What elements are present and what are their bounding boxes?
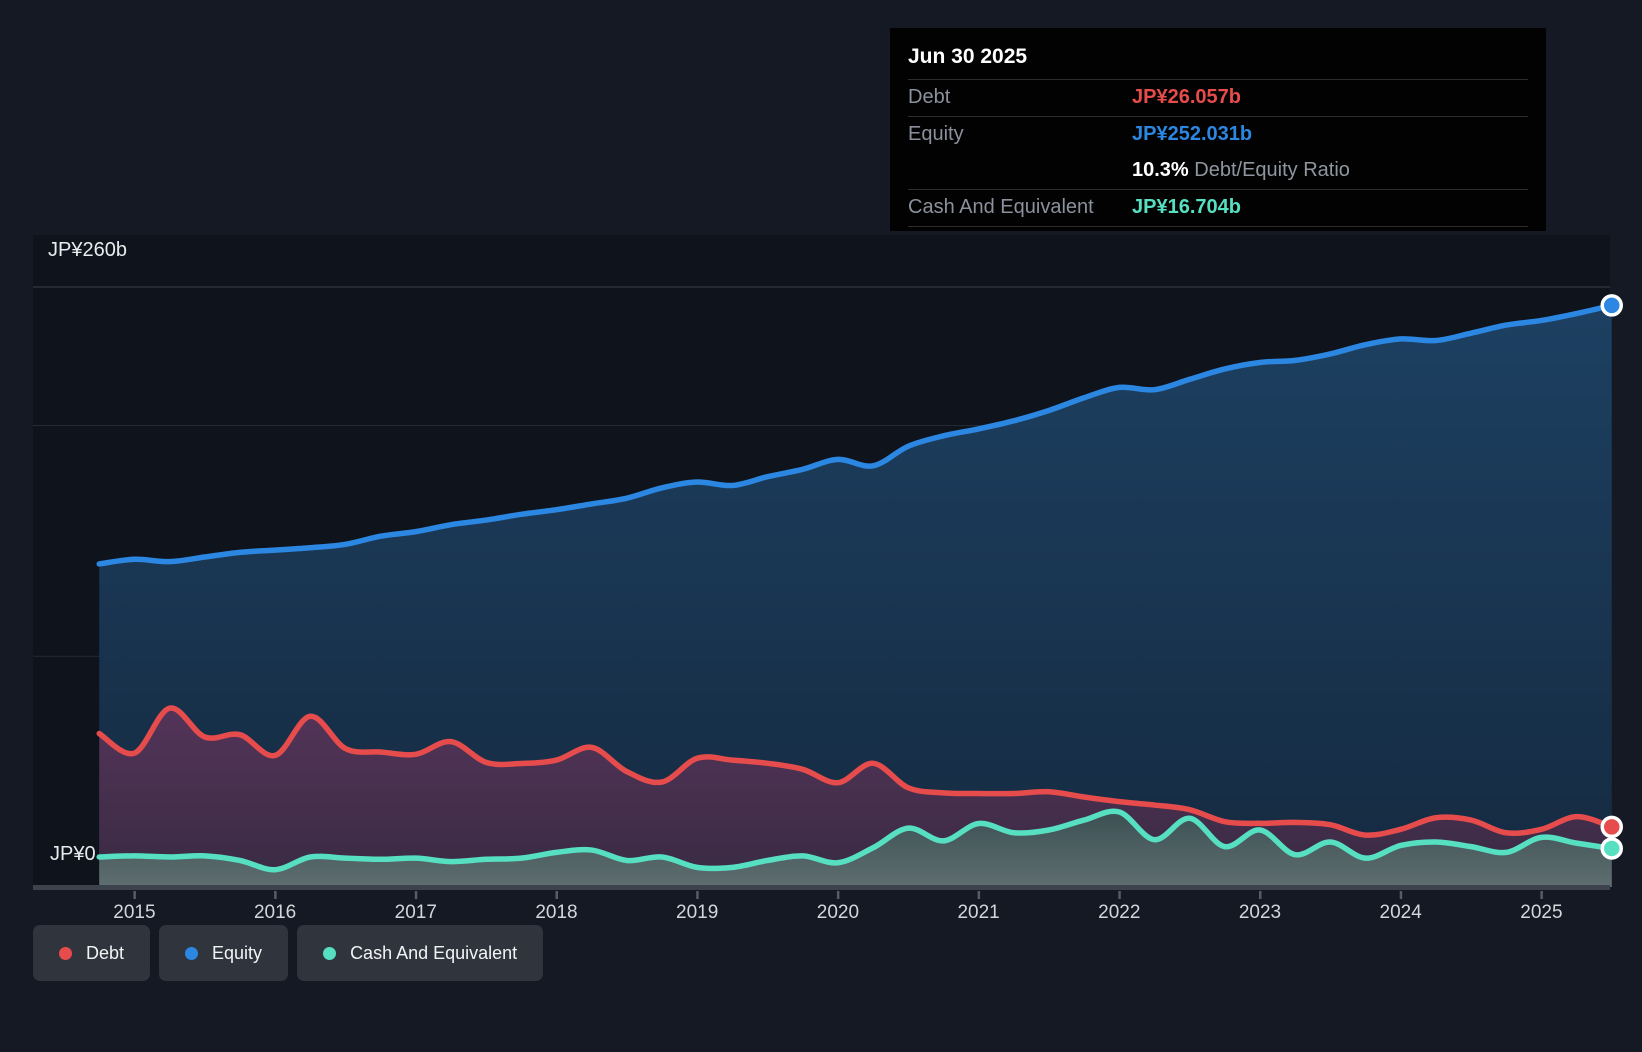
legend-cash-label: Cash And Equivalent [350,942,518,963]
legend-equity-label: Equity [212,942,263,963]
tooltip-ratio-value: 10.3% [1132,159,1189,181]
x-axis-tick-2019 [696,891,699,899]
chart-legend: Debt Equity Cash And Equivalent [33,925,544,981]
cash-end-marker [1600,837,1623,860]
x-axis-tick-2016 [274,891,277,899]
x-axis-year-label-2017: 2017 [395,902,437,923]
equity-line [96,302,1615,567]
tooltip-ratio-label: Debt/Equity Ratio [1194,159,1350,181]
tooltip-equity-label: Equity [908,123,964,145]
legend-debt-label: Debt [86,942,125,963]
x-axis-year-label-2022: 2022 [1098,902,1140,923]
debt-line [96,705,1615,838]
tooltip-equity-value: JP¥252.031b [1132,123,1253,145]
x-axis-tick-2020 [836,891,840,899]
legend-item-equity[interactable]: Equity [159,925,289,981]
tooltip-cash-label: Cash And Equivalent [908,196,1094,218]
x-axis-tick-2021 [977,891,981,899]
x-axis-tick-2023 [1259,891,1262,899]
tooltip-cash-value: JP¥16.704b [1132,196,1241,218]
tooltip-debt-label: Debt [908,86,951,108]
debt-end-marker [1600,815,1623,839]
cash-line [96,808,1615,873]
tooltip-row-cash: Cash And Equivalent JP¥16.704b [908,189,1528,227]
tooltip-row-equity: Equity JP¥252.031b [908,116,1528,153]
x-axis-year-label-2023: 2023 [1239,902,1281,923]
x-axis-year-label-2024: 2024 [1380,902,1423,923]
x-axis-tick-2024 [1399,891,1403,899]
x-axis-bar [33,885,1610,890]
tooltip-debt-value: JP¥26.057b [1132,86,1241,108]
x-axis-tick-2017 [414,891,418,899]
cash-series-dot-icon [323,946,337,960]
equity-series-dot-icon [185,946,199,960]
y-axis-zero-label: JP¥0 [50,843,96,865]
x-axis-year-label-2018: 2018 [535,902,577,923]
tooltip-row-ratio: 10.3% Debt/Equity Ratio [908,153,1528,189]
x-axis-tick-2022 [1118,891,1121,899]
tooltip-date: Jun 30 2025 [908,45,1028,68]
x-axis-year-label-2016: 2016 [254,902,296,923]
equity-area [99,305,1612,887]
y-axis-max-label: JP¥260b [48,239,127,261]
cash-area [99,811,1612,887]
legend-item-cash[interactable]: Cash And Equivalent [297,925,544,981]
x-axis-year-label-2015: 2015 [113,902,155,923]
x-axis-year-label-2025: 2025 [1520,902,1562,923]
debt-series-dot-icon [59,946,72,960]
x-axis-year-label-2019: 2019 [676,902,718,923]
x-axis-year-label-2021: 2021 [957,902,999,923]
x-axis-tick-2015 [133,891,136,899]
tooltip-row-debt: Debt JP¥26.057b [908,79,1528,116]
x-axis-tick-2018 [555,891,558,899]
x-axis-tick-2025 [1540,891,1543,899]
tooltip: Jun 30 2025 Debt JP¥26.057b Equity JP¥25… [890,28,1546,231]
equity-end-marker [1600,294,1623,317]
x-axis-year-label-2020: 2020 [817,902,859,923]
legend-item-debt[interactable]: Debt [33,925,151,981]
